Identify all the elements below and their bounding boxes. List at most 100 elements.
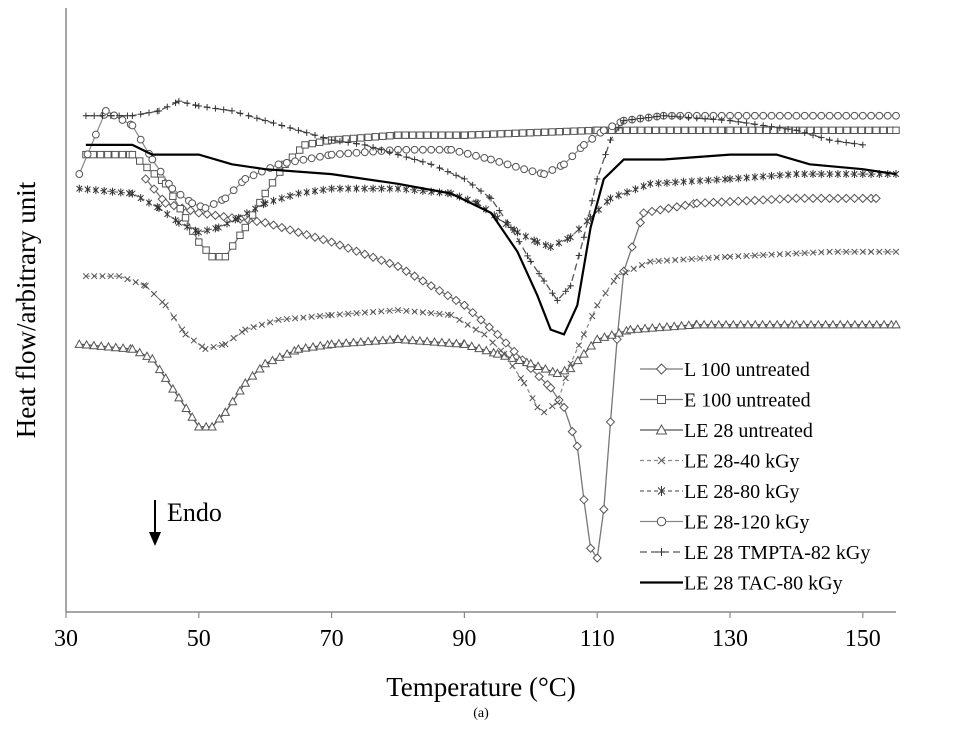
data-point	[540, 170, 548, 178]
data-point	[311, 131, 319, 139]
data-point	[809, 131, 817, 139]
data-point	[580, 141, 588, 149]
data-point	[760, 172, 767, 181]
data-point	[477, 187, 485, 195]
data-point	[336, 138, 344, 145]
data-point	[527, 258, 534, 265]
data-point	[402, 145, 411, 154]
data-point	[260, 217, 270, 228]
data-point	[713, 175, 720, 184]
data-point	[353, 310, 360, 317]
data-point	[363, 336, 373, 346]
data-point	[361, 309, 368, 316]
data-point	[628, 116, 636, 123]
data-point	[876, 248, 883, 255]
annotations	[149, 500, 161, 546]
data-point	[867, 111, 875, 120]
data-point	[299, 155, 308, 164]
data-point	[310, 232, 320, 242]
data-point	[230, 334, 237, 342]
data-point	[562, 375, 569, 382]
data-point	[842, 111, 851, 120]
data-point	[760, 122, 767, 129]
data-point	[726, 117, 734, 124]
data-point	[496, 207, 503, 214]
data-point	[466, 341, 477, 350]
data-point	[725, 196, 735, 207]
data-point	[640, 182, 647, 191]
data-point	[851, 170, 858, 179]
data-point	[568, 152, 577, 161]
data-point	[228, 242, 237, 250]
data-point	[303, 188, 310, 197]
legend-label: E 100 untreated	[684, 390, 811, 412]
legend-item: LE 28-120 kGy	[640, 512, 810, 534]
data-point	[227, 396, 238, 406]
data-point	[192, 226, 199, 235]
data-point	[602, 151, 609, 158]
data-point	[394, 306, 402, 314]
data-point	[101, 106, 110, 115]
data-point	[776, 251, 783, 258]
data-point	[772, 319, 782, 329]
data-point	[140, 174, 151, 184]
data-point	[377, 335, 388, 345]
data-point	[318, 234, 329, 245]
data-point	[82, 112, 90, 119]
data-point	[534, 238, 541, 247]
data-point	[190, 337, 197, 344]
data-point	[742, 111, 751, 120]
data-point	[96, 341, 107, 350]
data-point	[143, 163, 151, 172]
data-point	[461, 175, 468, 183]
data-point	[137, 194, 144, 203]
data-point	[212, 105, 219, 112]
data-point	[872, 126, 880, 135]
data-point	[768, 251, 775, 258]
data-point	[183, 99, 191, 107]
data-point	[580, 331, 588, 338]
data-point	[718, 116, 725, 124]
data-point	[530, 236, 538, 245]
data-point	[572, 441, 582, 451]
data-point	[155, 204, 163, 213]
data-point	[228, 107, 236, 115]
data-point	[376, 255, 387, 266]
data-point	[828, 319, 838, 329]
data-point	[656, 516, 667, 527]
data-point	[801, 249, 808, 257]
data-point	[427, 145, 436, 154]
data-point	[164, 210, 171, 219]
data-point	[107, 272, 114, 280]
data-point	[701, 115, 709, 122]
data-point	[519, 129, 527, 137]
data-point	[798, 319, 809, 329]
data-point	[575, 342, 583, 349]
data-point	[768, 123, 775, 130]
data-point	[82, 272, 90, 280]
data-point	[546, 383, 556, 393]
series-1	[140, 174, 881, 563]
data-point	[241, 223, 249, 232]
data-point	[625, 324, 636, 334]
data-point	[401, 266, 412, 276]
data-point	[548, 128, 556, 136]
data-point	[792, 111, 801, 120]
data-point	[361, 141, 368, 149]
data-point	[768, 171, 775, 180]
data-point	[316, 312, 324, 320]
data-point	[647, 322, 658, 332]
data-point	[384, 258, 395, 269]
data-point	[663, 257, 671, 264]
data-point	[842, 319, 853, 329]
data-point	[307, 154, 316, 163]
data-point	[394, 184, 402, 193]
x-tick-label: 30	[54, 626, 78, 652]
data-point	[451, 295, 461, 306]
data-point	[809, 111, 817, 120]
data-point	[467, 307, 478, 318]
data-point	[140, 282, 148, 289]
data-point	[369, 144, 377, 151]
data-point	[320, 134, 327, 141]
data-point	[567, 233, 574, 242]
